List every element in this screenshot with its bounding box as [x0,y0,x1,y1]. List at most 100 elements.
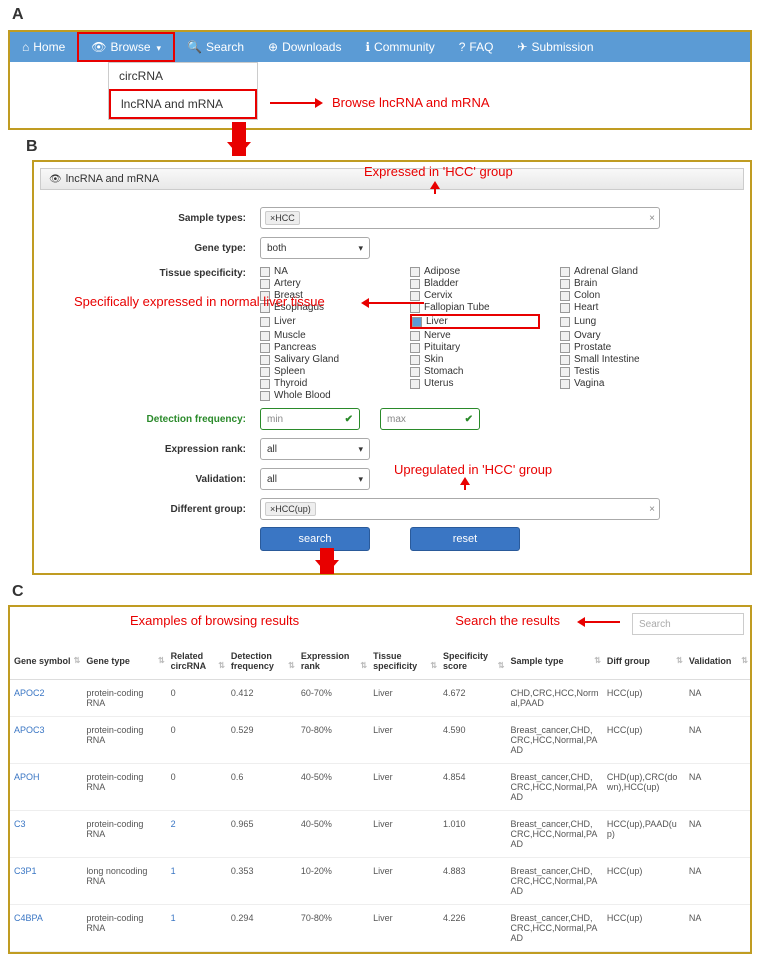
table-header[interactable]: Validation⇅ [685,643,750,680]
tissue-checkbox[interactable]: Bladder [410,278,540,289]
table-cell[interactable]: APOH [10,764,82,811]
table-header[interactable]: Related circRNA⇅ [167,643,227,680]
tissue-checkbox[interactable]: Prostate [560,342,690,353]
nav-faq[interactable]: ?FAQ [447,32,506,62]
table-header[interactable]: Tissue specificity⇅ [369,643,439,680]
table-header[interactable]: Gene type⇅ [82,643,166,680]
checkbox-icon [560,331,570,341]
tissue-checkbox[interactable]: Pancreas [260,342,390,353]
table-cell[interactable]: 1 [167,905,227,952]
sample-pill-hcc[interactable]: ×HCC [265,211,300,225]
nav-submission[interactable]: ✈Submission [505,32,605,62]
table-cell: CHD,CRC,HCC,Normal,PAAD [507,680,603,717]
clear-icon[interactable]: × [649,213,655,224]
tissue-checkbox[interactable]: Nerve [410,330,540,341]
rank-select[interactable]: all [260,438,370,460]
tissue-checkbox[interactable]: Cervix [410,290,540,301]
table-header[interactable]: Detection frequency⇅ [227,643,297,680]
tissue-checkbox[interactable]: Thyroid [260,378,390,389]
detection-max-input[interactable]: max✔ [380,408,480,430]
table-header[interactable]: Diff group⇅ [603,643,685,680]
tissue-checkbox[interactable]: Heart [560,302,690,313]
clear-icon[interactable]: × [649,504,655,515]
table-cell[interactable]: C3 [10,811,82,858]
tissue-checkbox[interactable]: Spleen [260,366,390,377]
results-search-input[interactable]: Search [632,613,744,635]
search-button[interactable]: search [260,527,370,551]
checkbox-icon [260,331,270,341]
caret-icon [356,474,363,485]
tissue-checkbox[interactable]: Muscle [260,330,390,341]
tissue-checkbox[interactable]: Brain [560,278,690,289]
tissue-checkbox[interactable]: Whole Blood [260,390,390,401]
sample-types-input[interactable]: ×HCC × [260,207,660,229]
tissue-checkbox[interactable]: Uterus [410,378,540,389]
gene-type-select[interactable]: both [260,237,370,259]
tissue-checkbox[interactable]: Pituitary [410,342,540,353]
tissue-checkbox[interactable]: Lung [560,314,690,329]
check-icon: ✔ [465,414,473,425]
tissue-checkbox[interactable]: Adipose [410,266,540,277]
tissue-checkbox[interactable]: Ovary [560,330,690,341]
table-cell[interactable]: C3P1 [10,858,82,905]
tissue-checkbox[interactable]: Liver [410,314,540,329]
sample-types-label: Sample types: [60,213,260,224]
reset-button[interactable]: reset [410,527,520,551]
panel-c: Examples of browsing results Search the … [8,605,752,954]
tissue-checkbox[interactable]: NA [260,266,390,277]
table-row: C3P1long noncoding RNA10.35310-20%Liver4… [10,858,750,905]
table-cell: 1.010 [439,811,506,858]
tissue-checkbox[interactable] [410,390,540,401]
table-cell[interactable]: APOC2 [10,680,82,717]
diff-pill-hccup[interactable]: ×HCC(up) [265,502,316,516]
table-cell[interactable]: 2 [167,811,227,858]
table-cell: NA [685,811,750,858]
caret-icon [356,243,363,254]
table-header[interactable]: Expression rank⇅ [297,643,369,680]
browse-dropdown: circRNA lncRNA and mRNA [108,62,258,120]
nav-home[interactable]: ⌂Home [10,32,77,62]
checkbox-icon [560,317,570,327]
checkbox-icon [410,379,420,389]
tissue-checkbox[interactable]: Salivary Gland [260,354,390,365]
detection-min-input[interactable]: min✔ [260,408,360,430]
table-cell: long noncoding RNA [82,858,166,905]
table-header[interactable]: Gene symbol⇅ [10,643,82,680]
table-cell: Liver [369,811,439,858]
table-cell[interactable]: 0 [167,764,227,811]
tissue-checkbox[interactable]: Skin [410,354,540,365]
tissue-checkbox[interactable]: Vagina [560,378,690,389]
nav-community[interactable]: ℹCommunity [353,32,446,62]
tissue-checkbox[interactable] [560,390,690,401]
checkbox-icon [410,367,420,377]
table-cell[interactable]: 0 [167,680,227,717]
table-cell: HCC(up) [603,905,685,952]
tissue-checkbox[interactable]: Fallopian Tube [410,302,540,313]
table-cell[interactable]: C4BPA [10,905,82,952]
table-header[interactable]: Specificity score⇅ [439,643,506,680]
tissue-checkbox[interactable]: Testis [560,366,690,377]
caret-icon [155,40,162,54]
nav-downloads[interactable]: ⊕Downloads [256,32,353,62]
tissue-checkbox[interactable]: Stomach [410,366,540,377]
table-cell[interactable]: 1 [167,858,227,905]
tissue-checkbox[interactable]: Colon [560,290,690,301]
panel-label-c: C [12,583,760,601]
panel-a: ⌂Home 👁Browse 🔍Search ⊕Downloads ℹCommun… [8,30,752,130]
table-cell: Breast_cancer,CHD,CRC,HCC,Normal,PAAD [507,811,603,858]
table-cell: protein-coding RNA [82,717,166,764]
validation-select[interactable]: all [260,468,370,490]
arrow-up-diff [464,480,466,490]
dropdown-item-circrna[interactable]: circRNA [109,63,257,89]
tissue-checkbox[interactable]: Artery [260,278,390,289]
table-header[interactable]: Sample type⇅ [507,643,603,680]
table-cell[interactable]: APOC3 [10,717,82,764]
tissue-checkbox[interactable]: Adrenal Gland [560,266,690,277]
dropdown-item-lncrna[interactable]: lncRNA and mRNA [109,89,257,119]
table-cell[interactable]: 0 [167,717,227,764]
tissue-checkbox[interactable]: Small Intestine [560,354,690,365]
diff-group-input[interactable]: ×HCC(up) × [260,498,660,520]
nav-search[interactable]: 🔍Search [175,32,256,62]
tissue-checkbox[interactable]: Liver [260,314,390,329]
nav-browse[interactable]: 👁Browse [77,32,175,62]
